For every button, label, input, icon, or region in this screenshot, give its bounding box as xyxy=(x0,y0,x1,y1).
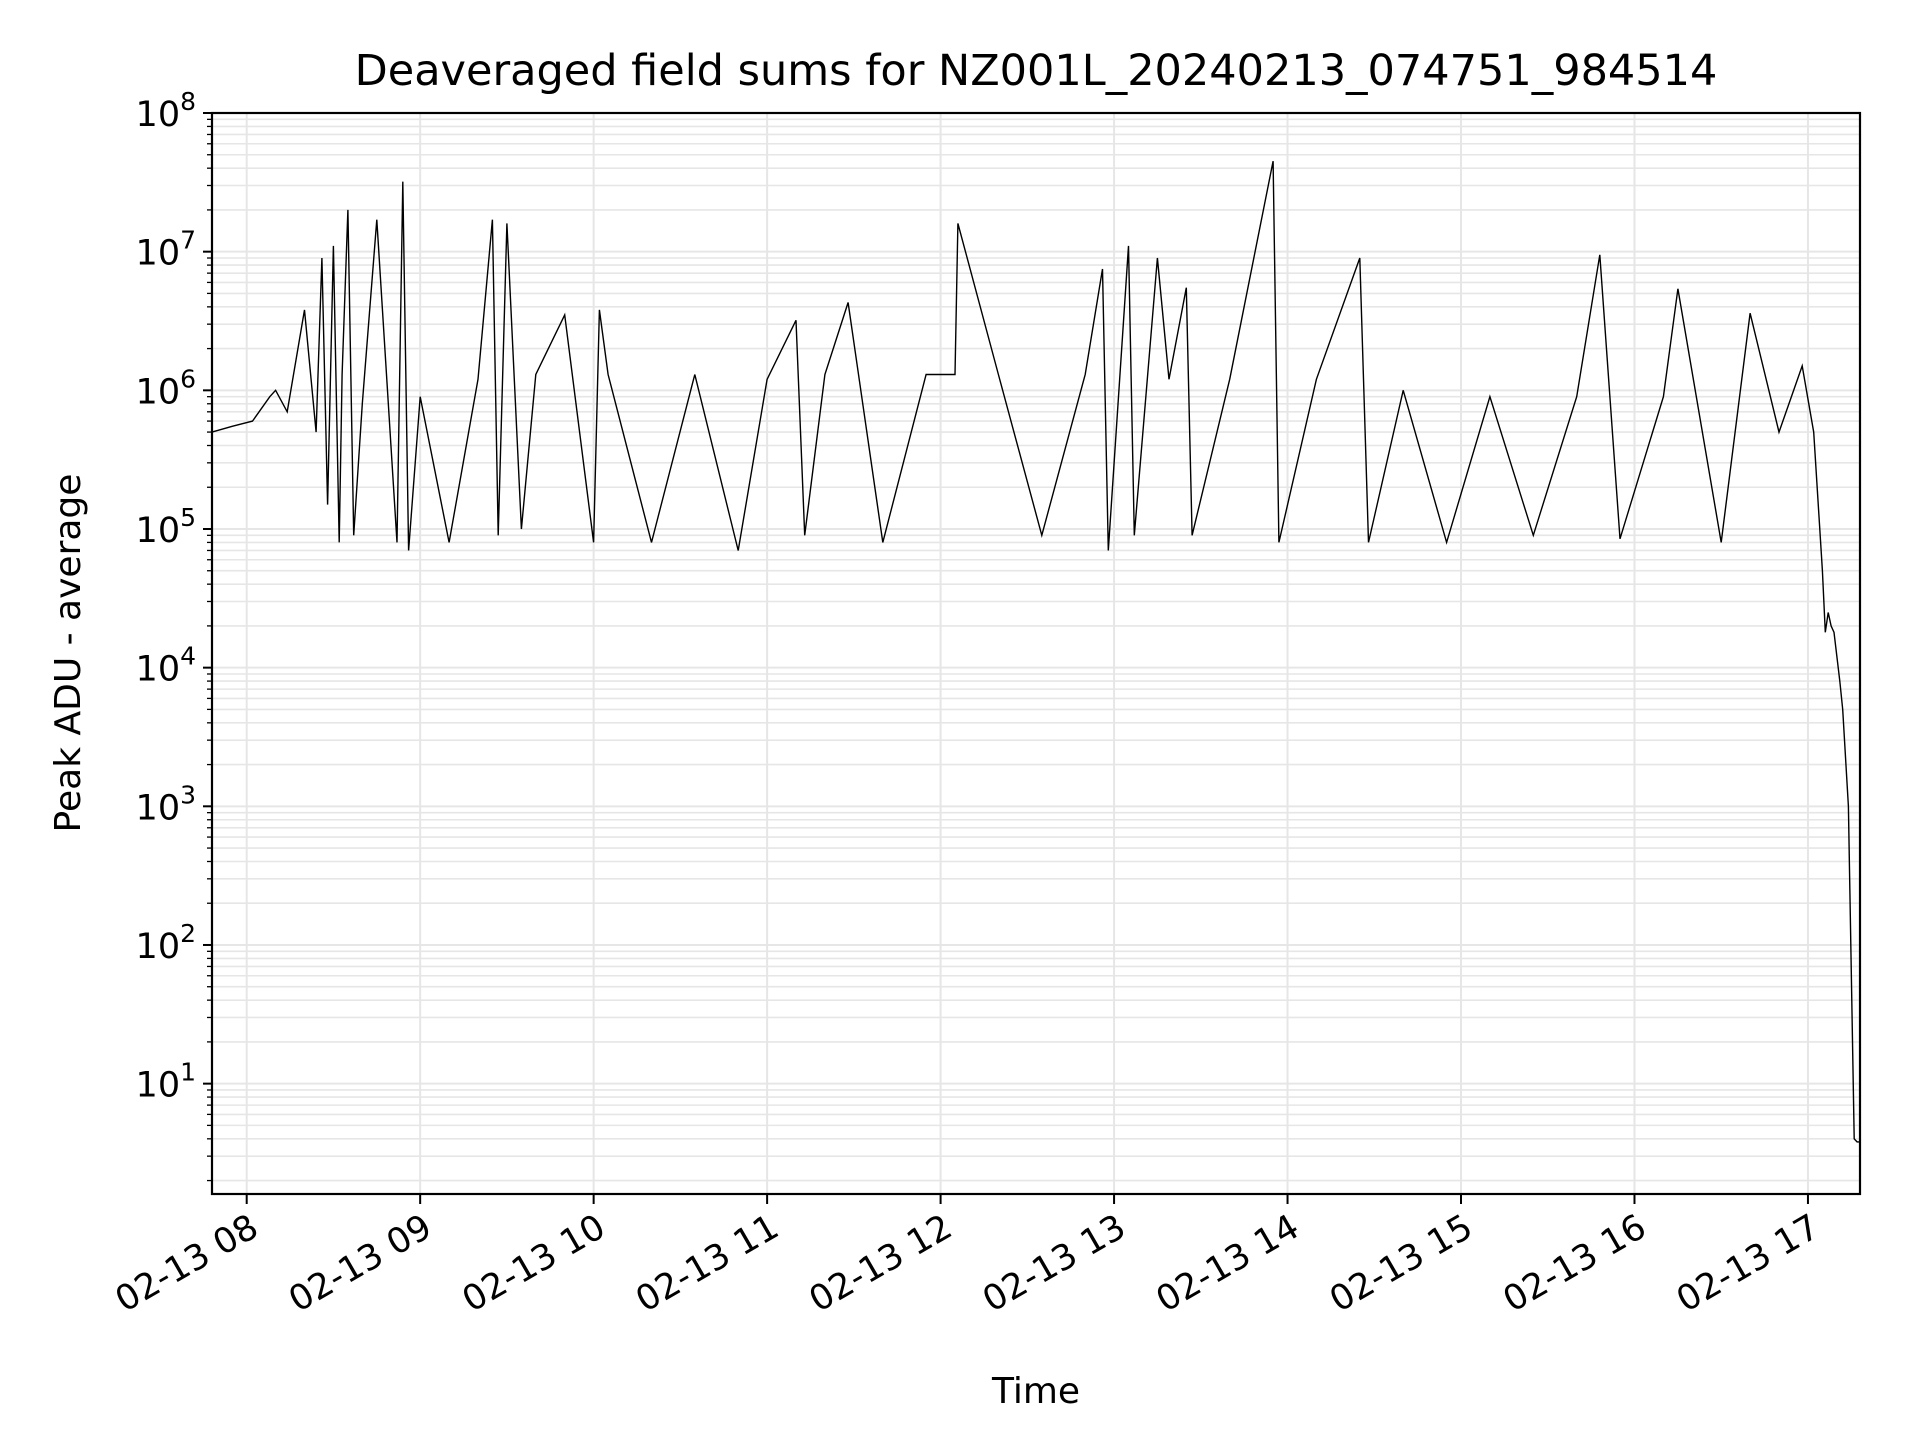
series-layer xyxy=(211,160,1860,1143)
y-tick-label: 108 xyxy=(136,87,196,135)
series-line xyxy=(211,160,1860,1143)
y-tick-label: 101 xyxy=(136,1058,196,1106)
minor-gridlines xyxy=(212,118,1860,1182)
y-tick-label: 106 xyxy=(136,364,196,412)
y-tick-label: 107 xyxy=(136,226,196,274)
y-tick-label: 103 xyxy=(136,780,196,828)
y-tick-label: 105 xyxy=(136,503,196,551)
y-tick-label: 104 xyxy=(136,642,196,690)
plot-frame xyxy=(210,111,1862,1196)
chart-title: Deaveraged field sums for NZ001L_2024021… xyxy=(355,46,1718,96)
y-axis-label: Peak ADU - average xyxy=(48,474,89,833)
y-tick-label: 102 xyxy=(136,919,196,967)
x-axis-label: Time xyxy=(991,1371,1080,1412)
y-axis: 101 102 103 104 105 106 107 108 xyxy=(136,87,212,1182)
